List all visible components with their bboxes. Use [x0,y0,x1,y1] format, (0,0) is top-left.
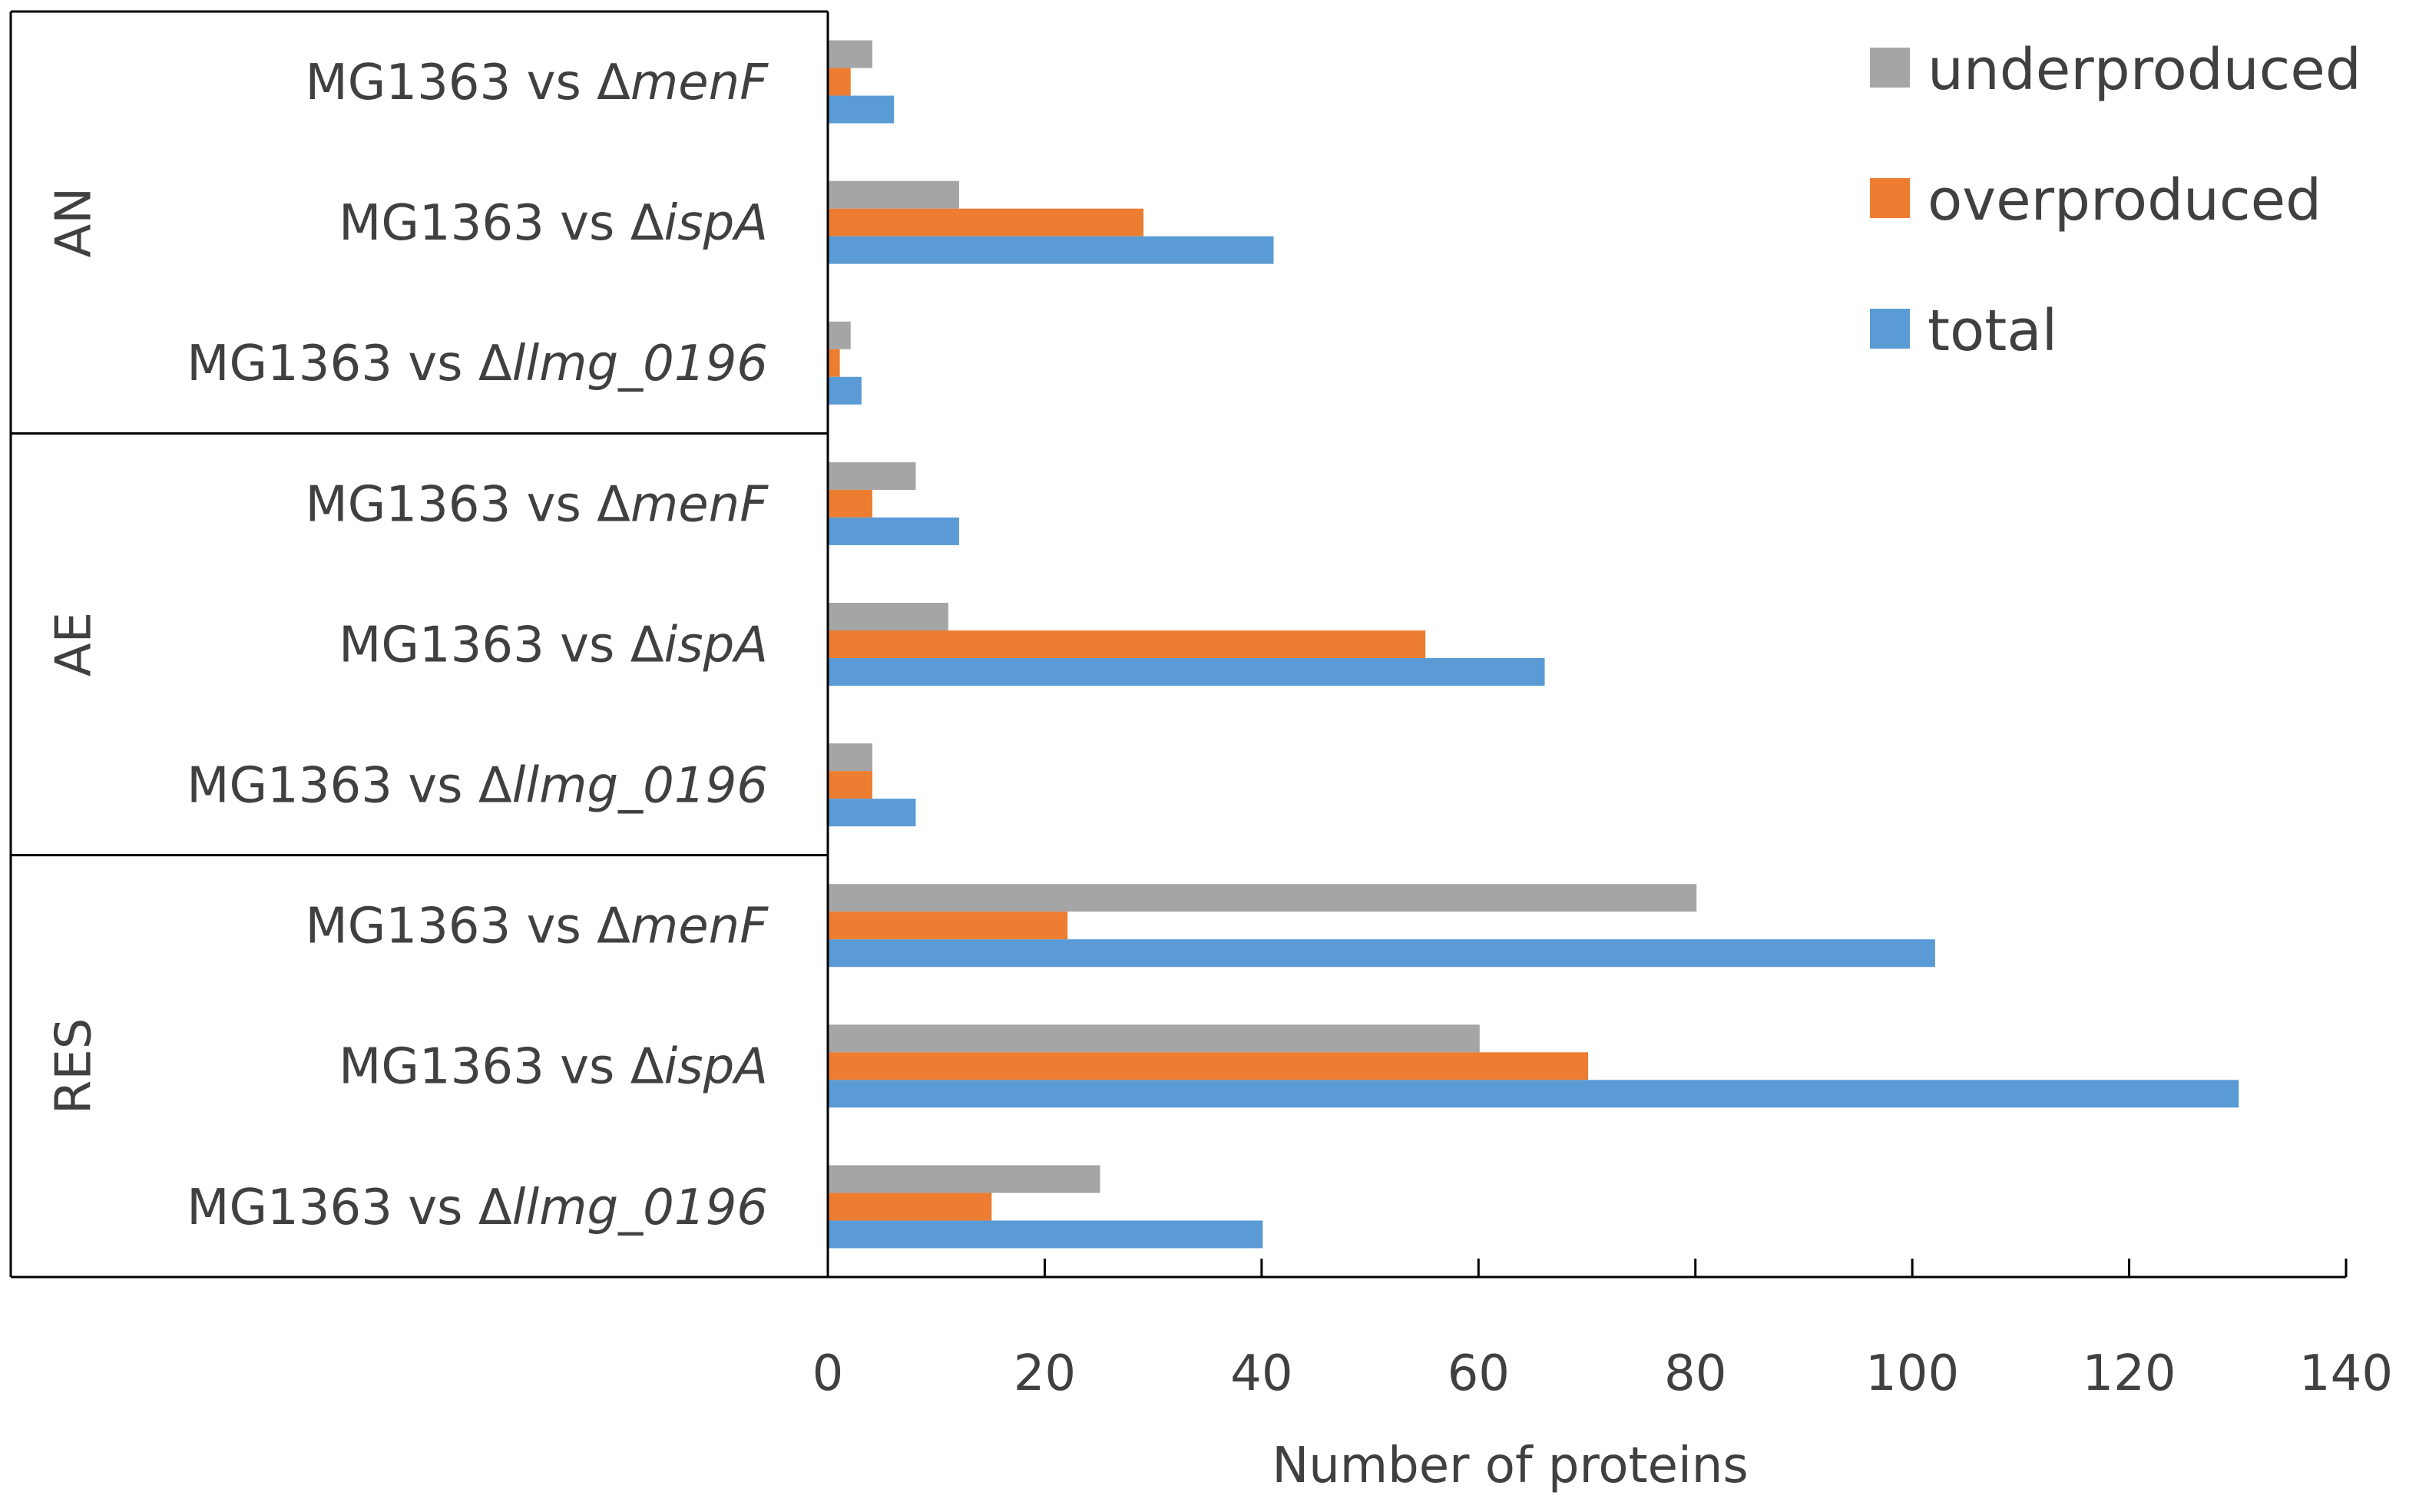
legend-swatch-underproduced [1870,48,1910,88]
bar-underproduced [829,40,872,68]
x-axis: 0 20 40 60 80 100 120 140 [812,1259,2393,1402]
bar-overproduced [829,68,851,96]
category-label: MG1363 vs ΔmenF [306,476,769,533]
bar-underproduced [829,321,851,349]
bar-underproduced [829,462,916,490]
group-label-ae: AE [45,612,102,677]
category-label-prefix: MG1363 vs Δ [306,476,631,533]
category-label: MG1363 vs Δllmg_0196 [187,1179,768,1236]
category-label-strain: llmg_0196 [512,1179,768,1236]
bar-underproduced [829,1165,1100,1193]
category-label-prefix: MG1363 vs Δ [339,195,664,252]
category-label-strain: menF [630,476,769,533]
bar-total [829,1220,1263,1249]
group-label-res: RES [45,1018,102,1115]
x-tick-label: 40 [1230,1345,1292,1402]
bar-total [829,236,1274,264]
bar-underproduced [829,180,959,209]
category-label: MG1363 vs Δllmg_0196 [187,336,768,392]
category-label-prefix: MG1363 vs Δ [339,617,664,673]
bar-underproduced [829,743,872,772]
legend-label-total: total [1928,298,2057,364]
bar-overproduced [829,349,840,377]
category-label-prefix: MG1363 vs Δ [187,336,512,392]
bar-total [829,658,1545,686]
category-label-strain: llmg_0196 [512,336,768,392]
x-tick-label: 100 [1865,1345,1959,1402]
bar-total [829,376,862,405]
legend-label-underproduced: underproduced [1928,37,2361,103]
category-label: MG1363 vs ΔispA [339,617,768,673]
category-label-strain: llmg_0196 [512,758,768,815]
bar-total [829,95,895,124]
category-label: MG1363 vs ΔmenF [306,55,769,111]
legend: underproduced overproduced total [1870,37,2361,364]
bar-total [829,1080,2239,1108]
bar-overproduced [829,489,872,518]
category-label-prefix: MG1363 vs Δ [306,55,631,111]
bar-underproduced [829,603,948,630]
bar-total [829,939,1935,968]
category-label-strain: menF [630,898,769,955]
bar-overproduced [829,630,1426,658]
category-label-prefix: MG1363 vs Δ [187,1179,512,1236]
x-axis-title: Number of proteins [1272,1438,1748,1494]
category-label-strain: menF [630,55,769,111]
x-tick-label: 120 [2082,1345,2176,1402]
bar-overproduced [829,912,1068,940]
bar-overproduced [829,1193,992,1221]
legend-swatch-total [1870,309,1910,349]
category-label: MG1363 vs ΔispA [339,195,768,252]
x-tick-label: 60 [1448,1345,1510,1402]
bar-overproduced [829,771,872,799]
category-label-strain: ispA [663,1039,768,1096]
bar-underproduced [829,884,1697,912]
bar-total [829,799,916,827]
x-tick-label: 140 [2299,1345,2393,1402]
x-tick-label: 80 [1664,1345,1726,1402]
category-label-strain: ispA [663,195,768,252]
bar-overproduced [829,1052,1588,1080]
group-label-an: AN [45,187,102,258]
category-label-prefix: MG1363 vs Δ [187,758,512,815]
chart-frame [9,10,2346,1279]
category-label: MG1363 vs ΔmenF [306,898,769,955]
category-label-prefix: MG1363 vs Δ [306,898,631,955]
bar-overproduced [829,208,1144,237]
category-label: MG1363 vs Δllmg_0196 [187,758,768,815]
legend-swatch-overproduced [1870,178,1910,218]
category-label: MG1363 vs ΔispA [339,1039,768,1096]
bar-total [829,517,959,545]
x-tick-label: 0 [812,1345,844,1402]
x-tick-label: 20 [1014,1345,1076,1402]
legend-label-overproduced: overproduced [1928,167,2321,233]
category-label-strain: ispA [663,617,768,673]
category-label-prefix: MG1363 vs Δ [339,1039,664,1096]
bars-layer [829,40,2239,1249]
bar-underproduced [829,1024,1480,1053]
